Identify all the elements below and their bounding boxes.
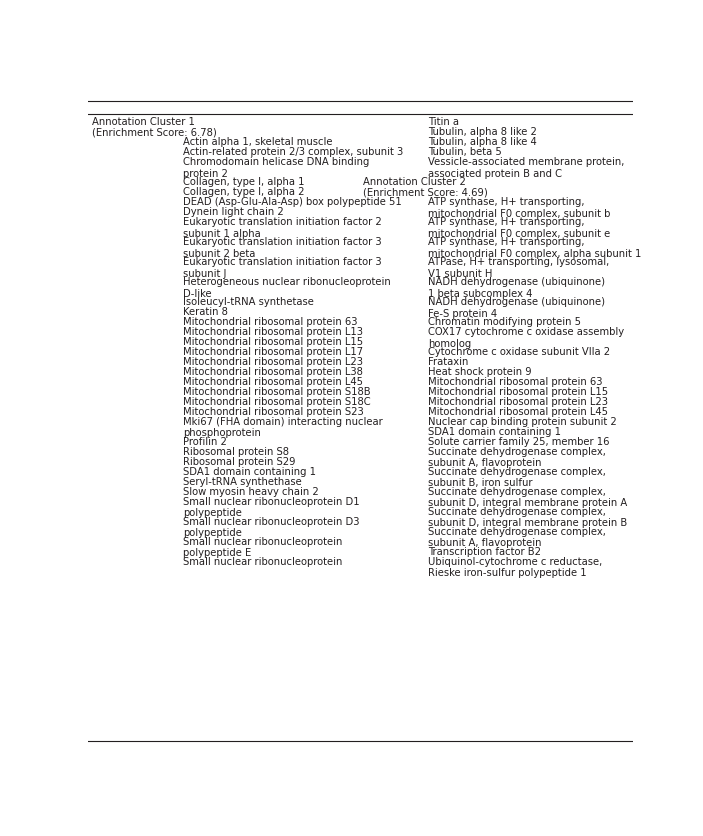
Text: Ribosomal protein S8: Ribosomal protein S8	[183, 446, 289, 456]
Text: DEAD (Asp-Glu-Ala-Asp) box polypeptide 51: DEAD (Asp-Glu-Ala-Asp) box polypeptide 5…	[183, 196, 402, 206]
Text: (Enrichment Score: 4.69): (Enrichment Score: 4.69)	[363, 187, 488, 197]
Text: Nuclear cap binding protein subunit 2: Nuclear cap binding protein subunit 2	[428, 416, 617, 426]
Text: Collagen, type I, alpha 2: Collagen, type I, alpha 2	[183, 187, 304, 197]
Text: Actin alpha 1, skeletal muscle: Actin alpha 1, skeletal muscle	[183, 137, 333, 147]
Text: Mitochondrial ribosomal protein S23: Mitochondrial ribosomal protein S23	[183, 406, 364, 416]
Text: ATPase, H+ transporting, lysosomal,
V1 subunit H: ATPase, H+ transporting, lysosomal, V1 s…	[428, 257, 610, 278]
Text: Ribosomal protein S29: Ribosomal protein S29	[183, 456, 296, 466]
Text: Mitochondrial ribosomal protein L45: Mitochondrial ribosomal protein L45	[183, 376, 363, 386]
Text: Mki67 (FHA domain) interacting nuclear
phosphoprotein: Mki67 (FHA domain) interacting nuclear p…	[183, 416, 383, 438]
Text: Succinate dehydrogenase complex,
subunit A, flavoprotein: Succinate dehydrogenase complex, subunit…	[428, 526, 606, 548]
Text: Mitochondrial ribosomal protein L17: Mitochondrial ribosomal protein L17	[183, 347, 363, 356]
Text: Solute carrier family 25, member 16: Solute carrier family 25, member 16	[428, 436, 610, 446]
Text: Cytochrome c oxidase subunit VIIa 2: Cytochrome c oxidase subunit VIIa 2	[428, 347, 610, 356]
Text: Mitochondrial ribosomal protein L15: Mitochondrial ribosomal protein L15	[183, 337, 363, 347]
Text: NADH dehydrogenase (ubiquinone)
Fe-S protein 4: NADH dehydrogenase (ubiquinone) Fe-S pro…	[428, 297, 605, 319]
Text: Dynein light chain 2: Dynein light chain 2	[183, 206, 284, 217]
Text: Slow myosin heavy chain 2: Slow myosin heavy chain 2	[183, 487, 319, 497]
Text: Mitochondrial ribosomal protein L45: Mitochondrial ribosomal protein L45	[428, 406, 608, 416]
Text: Mitochondrial ribosomal protein S18B: Mitochondrial ribosomal protein S18B	[183, 386, 371, 396]
Text: Seryl-tRNA synthethase: Seryl-tRNA synthethase	[183, 477, 302, 487]
Text: (Enrichment Score: 6.78): (Enrichment Score: 6.78)	[92, 127, 217, 137]
Text: ATP synthase, H+ transporting,
mitochondrial F0 complex, subunit e: ATP synthase, H+ transporting, mitochond…	[428, 217, 611, 238]
Text: Small nuclear ribonucleoprotein: Small nuclear ribonucleoprotein	[183, 556, 342, 566]
Text: Mitochondrial ribosomal protein 63: Mitochondrial ribosomal protein 63	[428, 376, 603, 386]
Text: Small nuclear ribonucleoprotein D3
polypeptide: Small nuclear ribonucleoprotein D3 polyp…	[183, 516, 360, 538]
Text: Eukaryotic translation initiation factor 2
subunit 1 alpha: Eukaryotic translation initiation factor…	[183, 217, 382, 238]
Text: Mitochondrial ribosomal protein L23: Mitochondrial ribosomal protein L23	[428, 396, 608, 406]
Text: SDA1 domain containing 1: SDA1 domain containing 1	[183, 466, 316, 477]
Text: Mitochondrial ribosomal protein L23: Mitochondrial ribosomal protein L23	[183, 356, 363, 366]
Text: Tubulin, alpha 8 like 2: Tubulin, alpha 8 like 2	[428, 127, 537, 137]
Text: Eukaryotic translation initiation factor 3
subunit J: Eukaryotic translation initiation factor…	[183, 257, 382, 278]
Text: Collagen, type I, alpha 1: Collagen, type I, alpha 1	[183, 177, 304, 187]
Text: Vessicle-associated membrane protein,
associated protein B and C: Vessicle-associated membrane protein, as…	[428, 157, 625, 179]
Text: Actin-related protein 2/3 complex, subunit 3: Actin-related protein 2/3 complex, subun…	[183, 147, 404, 157]
Text: Mitochondrial ribosomal protein L15: Mitochondrial ribosomal protein L15	[428, 386, 609, 396]
Text: Ubiquinol-cytochrome c reductase,
Rieske iron-sulfur polypeptide 1: Ubiquinol-cytochrome c reductase, Rieske…	[428, 556, 602, 578]
Text: Isoleucyl-tRNA synthetase: Isoleucyl-tRNA synthetase	[183, 297, 314, 307]
Text: Chromatin modifying protein 5: Chromatin modifying protein 5	[428, 317, 581, 327]
Text: Mitochondrial ribosomal protein L38: Mitochondrial ribosomal protein L38	[183, 366, 363, 376]
Text: Transcription factor B2: Transcription factor B2	[428, 546, 541, 556]
Text: ATP synthase, H+ transporting,
mitochondrial F0 complex, alpha subunit 1: ATP synthase, H+ transporting, mitochond…	[428, 237, 642, 258]
Text: Frataxin: Frataxin	[428, 356, 469, 366]
Text: Keratin 8: Keratin 8	[183, 307, 228, 317]
Text: ATP synthase, H+ transporting,
mitochondrial F0 complex, subunit b: ATP synthase, H+ transporting, mitochond…	[428, 196, 611, 218]
Text: Heat shock protein 9: Heat shock protein 9	[428, 366, 532, 376]
Text: Mitochondrial ribosomal protein S18C: Mitochondrial ribosomal protein S18C	[183, 396, 371, 406]
Text: Heterogeneous nuclear ribonucleoprotein
D-like: Heterogeneous nuclear ribonucleoprotein …	[183, 277, 391, 298]
Text: Succinate dehydrogenase complex,
subunit A, flavoprotein: Succinate dehydrogenase complex, subunit…	[428, 446, 606, 468]
Text: Annotation Cluster 2: Annotation Cluster 2	[363, 177, 466, 187]
Text: NADH dehydrogenase (ubiquinone)
1 beta subcomplex 4: NADH dehydrogenase (ubiquinone) 1 beta s…	[428, 277, 605, 298]
Text: Succinate dehydrogenase complex,
subunit B, iron sulfur: Succinate dehydrogenase complex, subunit…	[428, 466, 606, 488]
Text: Tubulin, beta 5: Tubulin, beta 5	[428, 147, 502, 157]
Text: Mitochondrial ribosomal protein 63: Mitochondrial ribosomal protein 63	[183, 317, 358, 327]
Text: Titin a: Titin a	[428, 117, 459, 127]
Text: Mitochondrial ribosomal protein L13: Mitochondrial ribosomal protein L13	[183, 327, 363, 337]
Text: Tubulin, alpha 8 like 4: Tubulin, alpha 8 like 4	[428, 137, 537, 147]
Text: Chromodomain helicase DNA binding
protein 2: Chromodomain helicase DNA binding protei…	[183, 157, 370, 179]
Text: Small nuclear ribonucleoprotein
polypeptide E: Small nuclear ribonucleoprotein polypept…	[183, 536, 342, 558]
Text: Succinate dehydrogenase complex,
subunit D, integral membrane protein A: Succinate dehydrogenase complex, subunit…	[428, 487, 628, 507]
Text: Annotation Cluster 1: Annotation Cluster 1	[92, 117, 195, 127]
Text: Eukaryotic translation initiation factor 3
subunit 2 beta: Eukaryotic translation initiation factor…	[183, 237, 382, 258]
Text: SDA1 domain containing 1: SDA1 domain containing 1	[428, 426, 562, 436]
Text: COX17 cytochrome c oxidase assembly
homolog: COX17 cytochrome c oxidase assembly homo…	[428, 327, 624, 348]
Text: Small nuclear ribonucleoprotein D1
polypeptide: Small nuclear ribonucleoprotein D1 polyp…	[183, 497, 360, 517]
Text: Profilin 2: Profilin 2	[183, 436, 227, 446]
Text: Succinate dehydrogenase complex,
subunit D, integral membrane protein B: Succinate dehydrogenase complex, subunit…	[428, 506, 628, 528]
